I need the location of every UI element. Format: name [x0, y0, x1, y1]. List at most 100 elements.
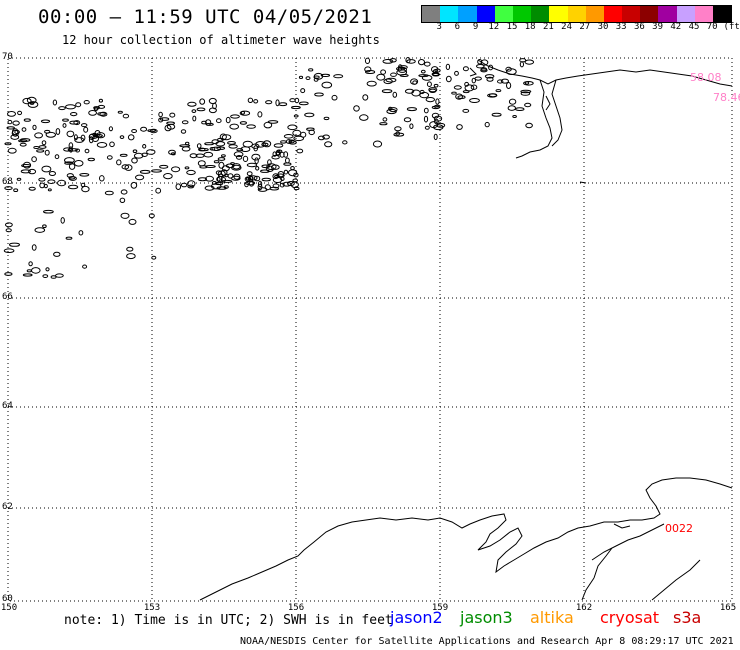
ice-outline: [431, 105, 440, 110]
ice-outline: [64, 161, 74, 165]
ice-outline: [60, 217, 65, 224]
ice-outline: [38, 177, 46, 182]
ice-outline: [98, 98, 104, 103]
ice-outline: [231, 163, 241, 170]
ice-outline: [323, 116, 330, 121]
ice-outline: [426, 81, 432, 87]
color-scale-value: 45: [688, 22, 700, 32]
ice-outline: [366, 80, 377, 87]
ice-outline: [31, 267, 41, 274]
ice-outline: [292, 129, 302, 137]
ice-outline: [457, 95, 466, 99]
color-scale-value: 9: [472, 22, 479, 32]
ice-outline: [412, 80, 418, 85]
ice-outline: [28, 261, 33, 267]
ice-outline: [520, 91, 531, 96]
map-subtitle: 12 hour collection of altimeter wave hei…: [62, 33, 380, 47]
ice-outline: [308, 68, 314, 72]
ice-outline: [4, 142, 12, 146]
color-scale-value: 18: [524, 22, 536, 32]
ice-outline: [342, 140, 348, 145]
ice-outline: [44, 149, 50, 156]
ice-outline: [197, 160, 206, 167]
ice-outline: [261, 142, 269, 147]
ice-outline: [135, 174, 145, 181]
ice-outline: [253, 175, 261, 182]
lat-label-66: 66: [2, 292, 13, 302]
ice-outline: [42, 274, 49, 279]
color-swatch: [694, 6, 713, 22]
color-swatch: [494, 6, 513, 22]
ice-outline: [420, 69, 426, 74]
satellite-label-cryosat: cryosat: [600, 608, 660, 627]
ice-outline: [508, 98, 517, 105]
ice-outline: [488, 64, 494, 71]
color-scale-value: 24: [561, 22, 573, 32]
ice-outline: [484, 74, 495, 79]
ice-outline: [17, 110, 23, 116]
color-scale-value: 42: [670, 22, 682, 32]
ice-outline: [470, 84, 478, 90]
color-scale-value: 15: [506, 22, 518, 32]
ice-outline: [464, 84, 475, 92]
ice-outline: [233, 173, 241, 180]
ice-outline: [99, 175, 105, 182]
ice-outline: [288, 140, 297, 145]
ice-outline: [275, 150, 281, 156]
ice-outline: [66, 130, 75, 138]
ice-outline: [5, 228, 12, 233]
ice-outline: [404, 88, 415, 94]
ice-outline: [317, 135, 325, 141]
ice-outline: [287, 124, 298, 131]
ice-outline: [424, 61, 431, 67]
color-scale-value: 27: [579, 22, 591, 32]
ice-outline: [12, 128, 19, 136]
ice-outline: [229, 123, 239, 130]
ice-outline: [239, 110, 251, 116]
ice-outline: [187, 180, 196, 188]
ice-outline: [34, 132, 43, 139]
color-scale-value: 70: [706, 22, 718, 32]
ice-outline: [93, 134, 103, 138]
ice-outline: [7, 147, 17, 154]
ice-outline: [296, 148, 304, 154]
ice-outline: [32, 124, 37, 131]
ice-outline: [257, 111, 263, 118]
ice-outline: [93, 106, 100, 110]
ice-outline: [42, 224, 47, 228]
ice-outline: [9, 242, 20, 247]
ice-outline: [265, 165, 274, 173]
satellite-label-altika: altika: [530, 608, 574, 627]
ice-outline: [81, 185, 90, 193]
ice-outline: [230, 114, 240, 119]
ice-outline: [428, 88, 437, 94]
ice-outline: [47, 188, 52, 192]
lat-label-68: 68: [2, 177, 13, 187]
color-scale-value: 3: [436, 22, 442, 32]
ice-outline: [175, 183, 182, 190]
ice-outline: [33, 146, 40, 149]
ice-outline: [240, 146, 251, 153]
ice-outline: [272, 183, 280, 189]
ice-outline: [109, 141, 115, 148]
ice-outline: [22, 97, 32, 105]
color-swatch: [622, 6, 641, 22]
ice-outline: [68, 146, 74, 153]
ice-outline: [58, 106, 66, 111]
ice-outline: [480, 67, 488, 72]
ice-outline: [199, 98, 206, 105]
ice-outline: [119, 153, 128, 157]
ice-outline-field: [3, 57, 535, 279]
ice-outline: [228, 144, 238, 149]
ice-outline: [464, 81, 470, 87]
color-scale-value: 12: [488, 22, 500, 32]
ice-outline: [500, 78, 509, 84]
ice-outline: [41, 140, 47, 146]
ice-outline: [47, 179, 56, 184]
ice-outline: [65, 104, 76, 110]
ice-outline: [204, 185, 215, 191]
ice-outline: [196, 143, 202, 149]
ice-outline: [34, 227, 46, 233]
ice-outline: [523, 81, 534, 86]
ice-outline: [418, 59, 425, 66]
